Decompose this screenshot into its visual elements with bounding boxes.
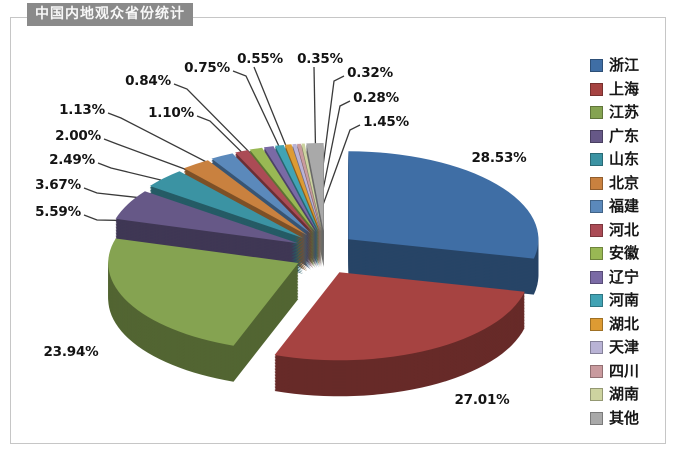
- legend-item-江苏: 江苏: [590, 103, 640, 121]
- legend-label-辽宁: 辽宁: [609, 267, 640, 286]
- legend-label-广东: 广东: [609, 126, 640, 145]
- legend-item-北京: 北京: [590, 173, 640, 192]
- legend-item-天津: 天津: [590, 338, 640, 356]
- legend-item-湖北: 湖北: [590, 314, 640, 333]
- legend-item-安徽: 安徽: [590, 244, 640, 262]
- pie-slice-上海: [274, 272, 525, 397]
- legend-swatch-湖北: [590, 317, 603, 331]
- legend-item-其他: 其他: [590, 408, 640, 427]
- legend-item-福建: 福建: [590, 197, 640, 215]
- legend-swatch-天津: [590, 341, 603, 354]
- legend-label-福建: 福建: [609, 197, 640, 215]
- legend-swatch-河南: [590, 294, 603, 307]
- pie-slice-浙江: [348, 151, 539, 295]
- legend-item-上海: 上海: [590, 79, 640, 98]
- legend-label-湖南: 湖南: [609, 385, 640, 403]
- legend-swatch-广东: [590, 129, 603, 143]
- legend-item-四川: 四川: [590, 361, 640, 380]
- legend-item-浙江: 浙江: [590, 56, 640, 74]
- legend-item-辽宁: 辽宁: [590, 267, 640, 286]
- legend-swatch-江苏: [590, 106, 603, 119]
- legend-label-浙江: 浙江: [609, 56, 640, 74]
- legend-label-安徽: 安徽: [609, 244, 640, 262]
- legend-label-湖北: 湖北: [609, 314, 640, 333]
- legend-swatch-四川: [590, 364, 603, 378]
- legend-item-山东: 山东: [590, 150, 640, 168]
- legend-label-北京: 北京: [609, 173, 640, 192]
- legend-item-河北: 河北: [590, 220, 640, 239]
- pie-slices: [108, 143, 539, 397]
- legend-swatch-安徽: [590, 247, 603, 260]
- legend: 浙江上海江苏广东山东北京福建河北安徽辽宁河南湖北天津四川湖南其他: [590, 56, 640, 435]
- legend-label-上海: 上海: [609, 79, 640, 98]
- legend-swatch-浙江: [590, 59, 603, 72]
- legend-label-四川: 四川: [609, 361, 640, 380]
- legend-swatch-其他: [590, 411, 603, 425]
- legend-item-河南: 河南: [590, 291, 640, 309]
- legend-swatch-辽宁: [590, 270, 603, 284]
- legend-swatch-河北: [590, 223, 603, 237]
- leader-line-其他: [320, 124, 361, 210]
- legend-label-天津: 天津: [609, 338, 640, 356]
- legend-swatch-湖南: [590, 388, 603, 401]
- pie-slice-江苏: [108, 238, 299, 382]
- legend-label-河南: 河南: [609, 291, 640, 309]
- legend-swatch-山东: [590, 153, 603, 166]
- legend-item-湖南: 湖南: [590, 385, 640, 403]
- legend-swatch-福建: [590, 200, 603, 213]
- legend-label-其他: 其他: [609, 408, 640, 427]
- legend-item-广东: 广东: [590, 126, 640, 145]
- legend-swatch-上海: [590, 82, 603, 96]
- leader-line-湖南: [317, 100, 351, 214]
- legend-swatch-北京: [590, 176, 603, 190]
- legend-label-山东: 山东: [609, 150, 640, 168]
- legend-label-江苏: 江苏: [609, 103, 640, 121]
- legend-label-河北: 河北: [609, 220, 640, 239]
- chart-title: 中国内地观众省份统计: [27, 3, 193, 26]
